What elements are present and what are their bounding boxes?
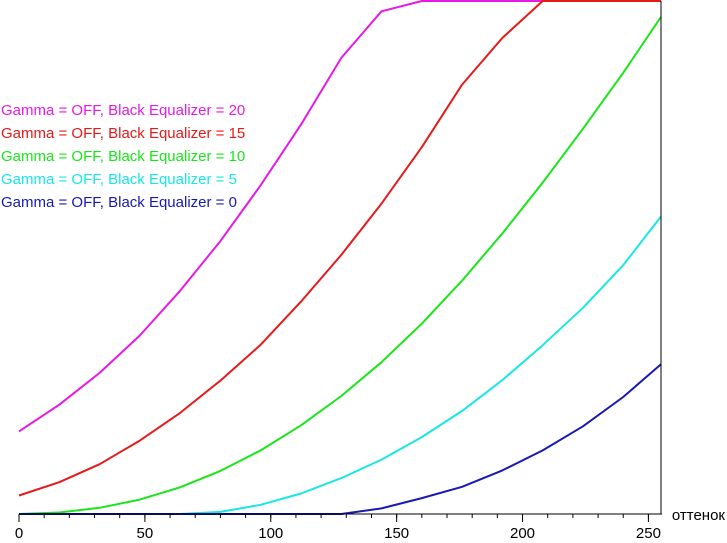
series-line-3	[19, 215, 662, 515]
legend-entry-1: Gamma = OFF, Black Equalizer = 15	[1, 125, 245, 142]
x-tick-label: 250	[636, 525, 661, 542]
series-line-1	[18, 0, 661, 497]
x-tick-label: 150	[384, 525, 409, 542]
x-tick-label: 0	[15, 525, 23, 542]
x-tick-label: 200	[510, 525, 535, 542]
axes-layer: 0 50 100 150 200 250 оттенок	[15, 1, 726, 542]
x-tick-label: 100	[258, 525, 283, 542]
series-line-4	[19, 363, 662, 515]
x-axis-label: оттенок	[672, 507, 726, 524]
series-layer	[18, 0, 662, 515]
legend-entry-2: Gamma = OFF, Black Equalizer = 10	[1, 148, 245, 165]
series-line-0	[18, 0, 661, 433]
legend: Gamma = OFF, Black Equalizer = 20 Gamma =…	[1, 102, 245, 211]
legend-entry-3: Gamma = OFF, Black Equalizer = 5	[1, 171, 237, 188]
legend-entry-0: Gamma = OFF, Black Equalizer = 20	[1, 102, 245, 119]
legend-entry-4: Gamma = OFF, Black Equalizer = 0	[1, 194, 237, 211]
series-line-2	[18, 16, 662, 515]
x-tick-label: 50	[137, 525, 154, 542]
